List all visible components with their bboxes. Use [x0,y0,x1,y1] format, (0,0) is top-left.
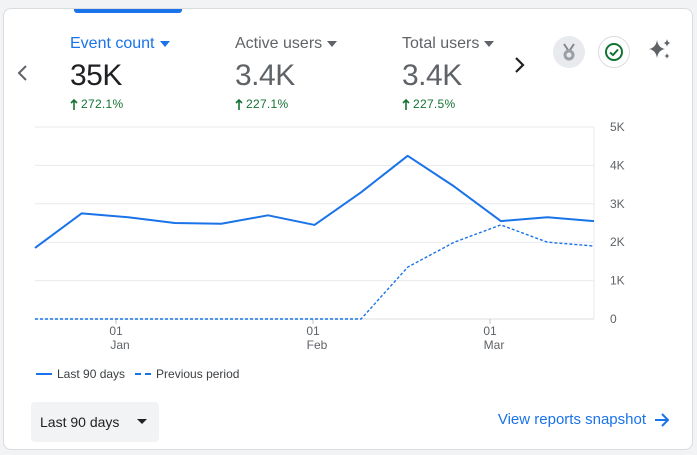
chevron-left-icon [17,65,27,81]
metric-title[interactable]: Active users [235,35,338,53]
next-metrics-button[interactable] [508,53,532,77]
legend-item-current: Last 90 days [36,367,125,381]
chevron-right-icon [515,57,525,73]
y-tick-label: 2K [610,235,625,249]
metric-active-users[interactable]: Active users 3.4K 227.1% [235,35,338,111]
x-tick-month: Jan [110,338,129,352]
metric-title[interactable]: Total users [402,35,495,53]
arrow-up-icon [235,98,243,110]
y-tick-label: 1K [610,274,625,288]
y-tick-label: 4K [610,158,625,172]
chart-legend: Last 90 days Previous period [36,367,249,381]
x-tick-month: Feb [307,338,328,352]
check-circle-icon [605,43,623,61]
report-card: Event count 35K 272.1% Active users 3.4K… [3,8,693,450]
metric-value: 3.4K [402,59,462,92]
sparkle-icon [649,39,671,59]
previous-metrics-button[interactable] [10,61,34,85]
metric-value: 3.4K [235,59,295,92]
metric-label: Event count [70,35,155,52]
metric-total-users[interactable]: Total users 3.4K 227.5% [402,35,495,111]
caret-down-icon [159,41,170,47]
series-line-previous-period [35,224,595,320]
badge-icon [563,43,575,61]
snapshot-link-label: View reports snapshot [497,411,646,428]
data-quality-button[interactable] [598,36,630,68]
metric-value: 35K [70,59,122,92]
x-tick-day: 01 [483,324,497,338]
caret-down-icon [327,41,338,47]
view-reports-snapshot-link[interactable]: View reports snapshot [498,411,670,428]
ai-insights-button[interactable] [644,34,676,66]
series-line-last-90-days [34,154,595,249]
legend-item-previous: Previous period [135,367,239,381]
y-tick-label: 5K [610,120,625,134]
x-tick-day: 01 [109,324,123,338]
active-tab-indicator [74,9,182,13]
date-range-dropdown[interactable]: Last 90 days [31,402,159,442]
metric-label: Active users [235,35,323,52]
arrow-up-icon [70,98,78,110]
arrow-up-icon [402,98,410,110]
date-range-value: Last 90 days [40,414,120,430]
legend-swatch-dashed [135,373,152,375]
metric-title[interactable]: Event count [70,35,171,53]
y-tick-label: 0 [610,312,617,326]
legend-swatch-solid [36,373,52,375]
y-tick-label: 3K [610,197,625,211]
metric-label: Total users [402,35,480,52]
metric-change-value: 227.5% [413,97,456,111]
arrow-right-icon [655,412,670,427]
metric-change: 227.5% [402,97,495,111]
metric-change: 272.1% [70,97,171,111]
legend-label-previous: Previous period [156,367,240,381]
metric-change-value: 272.1% [81,97,124,111]
metric-event-count[interactable]: Event count 35K 272.1% [70,35,171,111]
insights-badge-button[interactable] [553,36,585,68]
x-tick-month: Mar [484,338,505,352]
caret-down-icon [484,41,495,47]
caret-down-icon [137,419,147,424]
metric-change: 227.1% [235,97,338,111]
legend-label-current: Last 90 days [57,367,126,381]
metric-change-value: 227.1% [246,97,289,111]
x-tick-day: 01 [306,324,320,338]
